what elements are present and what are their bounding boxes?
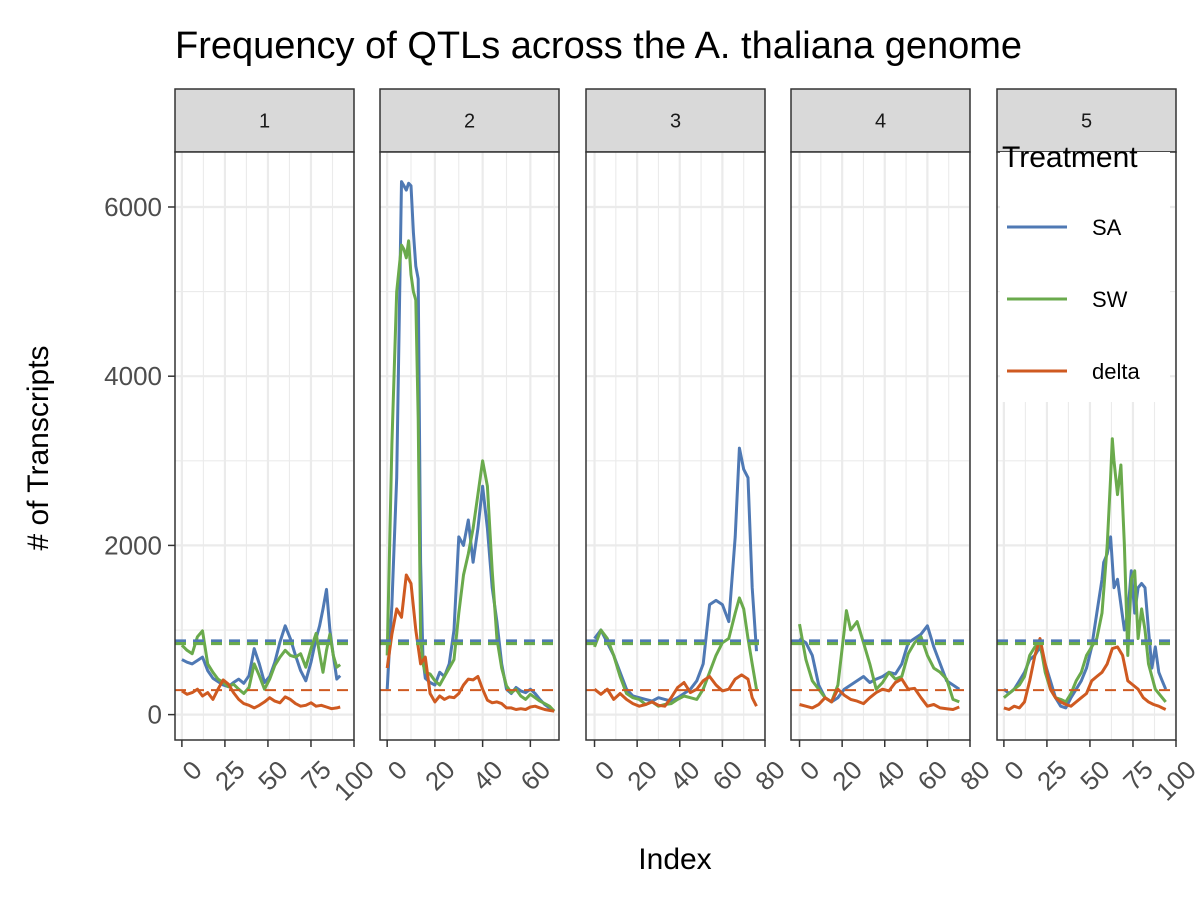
y-axis-title: # of Transcripts [22,345,55,550]
strip-background [996,88,1177,153]
chart-title: Frequency of QTLs across the A. thaliana… [175,25,1022,67]
x-tick-label: 40 [869,755,911,797]
legend-label-delta: delta [1092,359,1140,384]
x-tick-label: 80 [954,755,996,797]
strip-label: 1 [259,111,270,133]
strip-label: 5 [1081,111,1092,133]
x-tick-label: 25 [209,755,251,797]
panel-border [379,151,560,741]
x-tick-label: 75 [1117,755,1159,797]
legend-label-SW: SW [1092,287,1128,312]
panel-border [790,151,971,741]
y-axis: 0 2000 4000 6000 [104,192,175,730]
strip-label: 2 [464,111,475,133]
x-tick-label: 100 [328,755,380,807]
x-tick-label: 50 [252,755,294,797]
panel-border [174,151,355,741]
series-line-SA [385,180,556,713]
series-line-delta [181,678,341,711]
strip-label: 4 [875,111,886,133]
legend: Treatment SA SW delta [1000,141,1170,402]
series-line-delta [593,673,758,708]
series-line-delta [1003,637,1167,711]
x-tick-label: 20 [621,755,663,797]
series-lines [997,437,1176,711]
x-tick-label: 60 [707,755,749,797]
x-tick-label: 40 [467,755,509,797]
strip-label: 3 [670,111,681,133]
x-axis-title: Index [638,843,711,876]
panel-background [380,152,559,740]
y-tick-label: 6000 [104,192,162,222]
y-tick-label: 2000 [104,530,162,560]
panel-background [791,152,970,740]
x-tick-label: 0 [589,755,620,786]
y-tick-label: 4000 [104,361,162,391]
x-tick-label: 0 [176,755,207,786]
panel-4: 40 20 40 60 80 [790,88,996,797]
x-tick-label: 100 [1150,755,1200,807]
y-tick-label: 0 [148,700,162,730]
series-line-delta [385,573,555,713]
x-tick-label: 0 [794,755,825,786]
x-tick-label: 40 [664,755,706,797]
panel-3: 3 0 20 40 60 80 [585,88,791,797]
strip-background [379,88,560,153]
series-line-SW [385,239,556,713]
panel-2: 20 20 40 60 [379,88,560,797]
legend-label-SA: SA [1092,215,1122,240]
x-tick-label: 25 [1031,755,1073,797]
series-lines [791,609,970,711]
series-lines [175,587,354,711]
x-tick-label: 60 [515,755,557,797]
x-tick-label: 0 [998,755,1029,786]
series-lines [586,446,765,708]
strip-background [585,88,766,153]
x-tick-label: 50 [1074,755,1116,797]
x-tick-label: 20 [419,755,461,797]
series-line-SA [181,587,342,689]
strip-background [174,88,355,153]
x-tick-label: 0 [382,755,413,786]
panel-border [585,151,766,741]
legend-title: Treatment [1002,141,1138,174]
series-line-delta [799,677,960,711]
strip-background [790,88,971,153]
x-tick-label: 60 [912,755,954,797]
x-tick-label: 75 [295,755,337,797]
series-line-SW [593,596,758,708]
x-tick-label: 20 [826,755,868,797]
series-lines [380,180,559,713]
x-tick-label: 80 [749,755,791,797]
series-line-SW [180,629,342,695]
